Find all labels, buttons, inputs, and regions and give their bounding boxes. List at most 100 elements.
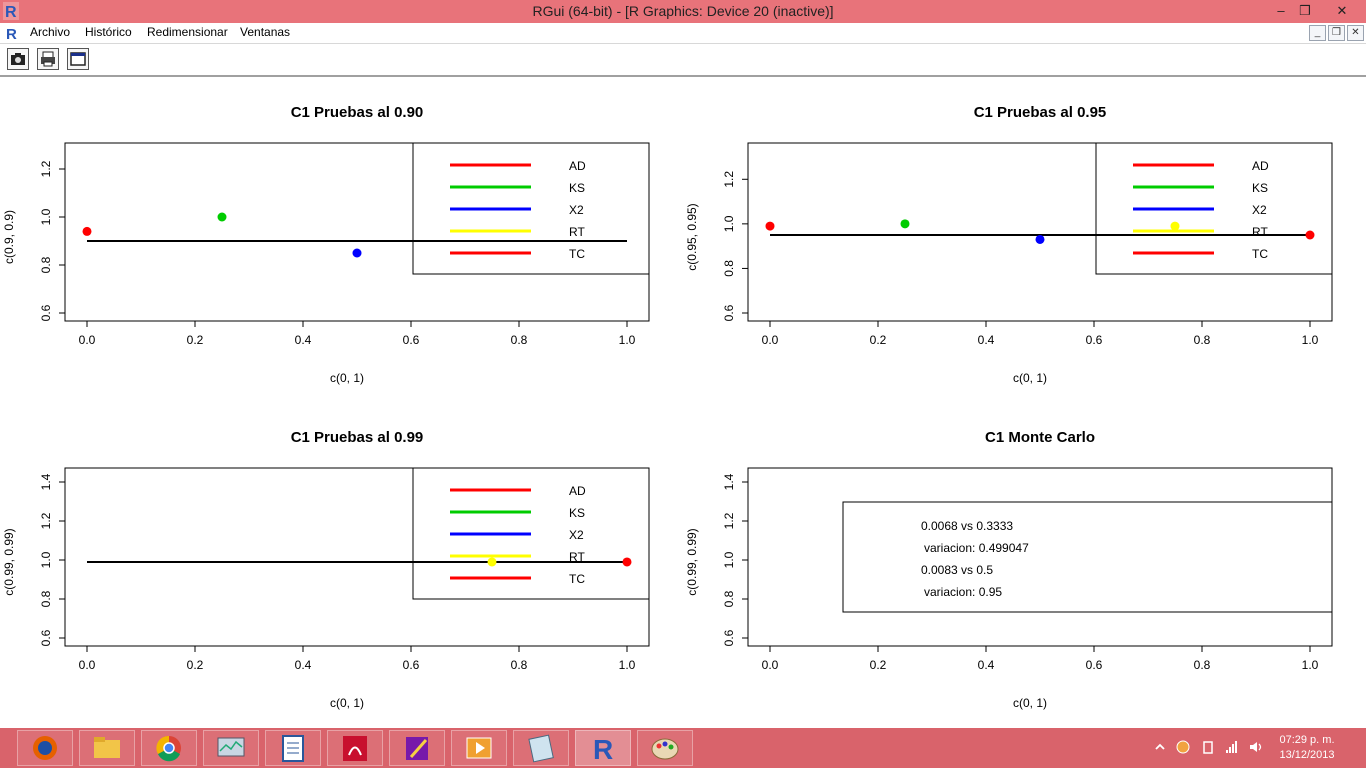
clock-time: 07:29 p. m.: [1279, 734, 1335, 746]
y-tick-label: 1.2: [39, 512, 53, 529]
x-tick-label: 0.6: [1086, 333, 1103, 347]
taskbar-media-player[interactable]: [451, 730, 507, 766]
copy-metafile-button[interactable]: [7, 48, 29, 70]
menu-archivo[interactable]: Archivo: [30, 25, 71, 39]
legend-label: TC: [1252, 247, 1268, 261]
taskbar-chrome[interactable]: [141, 730, 197, 766]
taskbar-paint[interactable]: [637, 730, 693, 766]
data-point: [900, 219, 910, 229]
menu-bar: R Archivo Histórico Redimensionar Ventan…: [0, 23, 1366, 44]
y-axis-label: c(0.99, 0.99): [685, 528, 699, 595]
y-tick-label: 0.6: [39, 629, 53, 646]
y-axis-label: c(0.95, 0.95): [685, 203, 699, 270]
x-tick-label: 0.6: [1086, 658, 1103, 672]
taskbar-firefox[interactable]: [17, 730, 73, 766]
y-tick-label: 1.4: [722, 473, 736, 490]
camera-icon: [11, 53, 25, 65]
plot-frame: [64, 467, 650, 647]
chrome-icon: [156, 735, 181, 762]
taskbar-acrobat[interactable]: [327, 730, 383, 766]
legend-label: RT: [1252, 225, 1268, 239]
minimize-button[interactable]: –: [1277, 3, 1285, 18]
menu-redimensionar[interactable]: Redimensionar: [147, 25, 228, 39]
plot-panel: C1 Monte Carlo 0.0 0.2 0.4 0.6 0.8 1.0 0.6 0.8 1.…: [685, 429, 1333, 710]
x-tick-label: 0.4: [978, 658, 995, 672]
y-tick-label: 1.2: [722, 512, 736, 529]
y-tick-label: 0.8: [722, 260, 736, 277]
x-tick-label: 0.8: [1194, 658, 1211, 672]
legend-label: KS: [569, 181, 585, 195]
data-point: [765, 221, 775, 231]
system-clock[interactable]: 07:29 p. m. 13/12/2013: [1272, 733, 1342, 763]
data-point: [1170, 221, 1180, 231]
usb-icon[interactable]: [1201, 740, 1215, 754]
mdi-minimize-button[interactable]: _: [1309, 25, 1326, 41]
restore-button[interactable]: ❒: [1299, 3, 1311, 18]
app-tray-icon[interactable]: [1176, 740, 1190, 754]
print-button[interactable]: [37, 48, 59, 70]
x-tick-label: 1.0: [1302, 658, 1319, 672]
clock-date: 13/12/2013: [1279, 749, 1335, 761]
svg-text:R: R: [593, 734, 613, 765]
plot-title: C1 Pruebas al 0.95: [974, 104, 1107, 121]
y-tick-label: 1.4: [39, 473, 53, 490]
y-tick-label: 1.0: [39, 551, 53, 568]
mdi-restore-button[interactable]: ❒: [1328, 25, 1345, 41]
x-tick-label: 0.8: [1194, 333, 1211, 347]
x-tick-label: 0.8: [511, 333, 528, 347]
annotation-line: 0.0083 vs 0.5: [921, 563, 993, 577]
palette-icon: [651, 738, 679, 760]
annotation-line: variacion: 0.499047: [924, 541, 1029, 555]
toolbar: [0, 44, 1366, 77]
console-button[interactable]: [67, 48, 89, 70]
x-tick-label: 0.4: [978, 333, 995, 347]
data-point: [1305, 230, 1315, 240]
title-bar: R RGui (64-bit) - [R Graphics: Device 20…: [0, 0, 1366, 23]
legend-label: KS: [1252, 181, 1268, 195]
legend-label: KS: [569, 506, 585, 520]
r-document-icon[interactable]: R: [5, 25, 21, 41]
notebook-icon: [406, 737, 428, 760]
x-tick-label: 1.0: [1302, 333, 1319, 347]
menu-ventanas[interactable]: Ventanas: [240, 25, 291, 39]
annotation-line: variacion: 0.95: [924, 585, 1002, 599]
annotation-box: [842, 501, 1333, 613]
menu-historico[interactable]: Histórico: [85, 25, 132, 39]
x-axis-label: c(0, 1): [330, 696, 364, 710]
data-point: [82, 226, 92, 236]
x-tick-label: 0.0: [79, 333, 96, 347]
legend-label: RT: [569, 550, 585, 564]
taskbar-file-explorer[interactable]: [79, 730, 135, 766]
plot-title: C1 Pruebas al 0.99: [291, 429, 424, 446]
y-tick-label: 1.2: [39, 160, 53, 177]
notepad-icon: [528, 734, 554, 763]
legend-label: TC: [569, 247, 585, 261]
pdf-icon: [343, 736, 367, 761]
taskbar-word[interactable]: [265, 730, 321, 766]
video-icon: [466, 737, 492, 759]
data-point: [352, 248, 362, 258]
data-point: [487, 557, 497, 567]
mdi-close-button[interactable]: ✕: [1347, 25, 1364, 41]
taskbar-onenote[interactable]: [389, 730, 445, 766]
y-tick-label: 1.0: [722, 215, 736, 232]
x-axis-label: c(0, 1): [330, 371, 364, 385]
annotation-line: 0.0068 vs 0.3333: [921, 519, 1013, 533]
taskbar-notes[interactable]: [513, 730, 569, 766]
taskbar-task-manager[interactable]: [203, 730, 259, 766]
x-tick-label: 0.6: [403, 658, 420, 672]
signal-icon[interactable]: [1225, 740, 1239, 754]
graphics-device: C1 Pruebas al 0.90 0.0 0.2 0.4 0.6 0.8 1.0 0.6 0…: [0, 77, 1366, 728]
r-logo-icon[interactable]: R: [3, 2, 19, 20]
legend-box: [412, 142, 650, 275]
legend-box: [412, 467, 650, 600]
plot-title: C1 Pruebas al 0.90: [291, 104, 424, 121]
firefox-icon: [33, 736, 57, 760]
taskbar-r-gui[interactable]: R: [575, 730, 631, 766]
chevron-up-icon[interactable]: [1153, 740, 1167, 754]
volume-icon[interactable]: [1249, 740, 1263, 754]
close-button[interactable]: ✕: [1336, 3, 1348, 18]
plot-panel: C1 Pruebas al 0.95 0.0 0.2 0.4 0.6 0.8 1.0 0.6 0…: [685, 104, 1333, 385]
plot-canvas: C1 Pruebas al 0.90 0.0 0.2 0.4 0.6 0.8 1.0 0.6 0…: [2, 104, 1333, 710]
y-tick-label: 0.6: [39, 304, 53, 321]
